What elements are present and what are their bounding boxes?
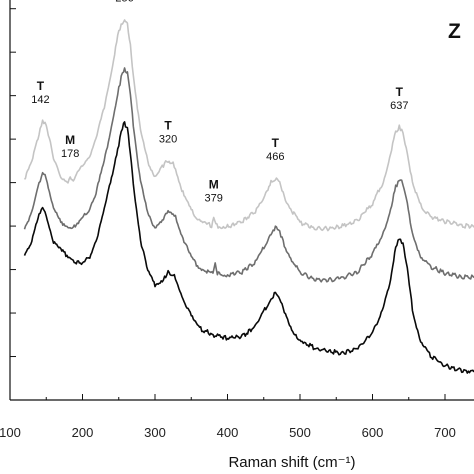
peak-position-label: 637 [390, 100, 408, 112]
peak-position-label: 379 [205, 193, 223, 205]
spectrum-series-2 [23, 67, 474, 283]
x-tick-label: 300 [144, 425, 166, 440]
peak-phase-label: T [37, 79, 45, 93]
x-tick-label: 700 [434, 425, 456, 440]
x-tick-label: 600 [362, 425, 384, 440]
peak-phase-label: M [65, 133, 75, 147]
y-axis-ticks [10, 8, 16, 358]
peak-position-label: 178 [61, 148, 79, 160]
peak-annotation: T256 [115, 0, 133, 5]
peak-annotations: T142M178T256T320M379T466T637 [31, 0, 408, 205]
peak-phase-label: T [396, 85, 404, 99]
x-tick-label: 500 [289, 425, 311, 440]
x-tick-label: 400 [217, 425, 239, 440]
peak-position-label: 142 [31, 94, 49, 106]
spectrum-series-3 [23, 121, 474, 374]
x-tick-label: 100 [0, 425, 21, 440]
plot-frame [9, 0, 474, 401]
peak-position-label: 320 [159, 133, 177, 145]
panel-corner-label: Z [448, 20, 461, 43]
peak-position-label: 466 [266, 151, 284, 163]
peak-position-label: 256 [115, 0, 133, 5]
peak-phase-label: T [272, 136, 280, 150]
x-axis-ticks: 100 200 300 400 500 600 700 [0, 394, 456, 440]
series-layer [23, 19, 474, 374]
spectrum-series-1 [23, 19, 474, 232]
peak-phase-label: M [209, 178, 219, 192]
x-axis-title: Raman shift (cm⁻¹) [228, 454, 355, 471]
peak-phase-label: T [164, 118, 172, 132]
x-tick-label: 200 [72, 425, 94, 440]
